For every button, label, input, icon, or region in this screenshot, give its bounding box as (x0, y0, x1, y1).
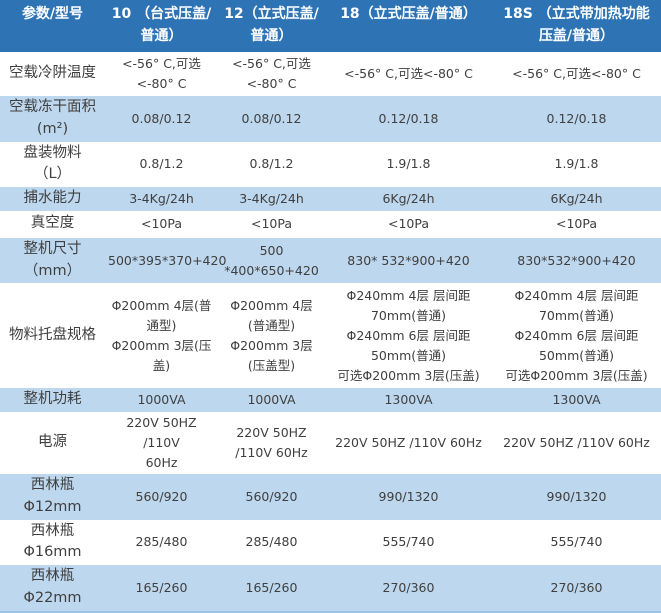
table-row: 物料托盘规格 Φ200mm 4层(普通型) Φ200mm 3层(压盖) Φ200mm… (0, 283, 661, 389)
cell: 165/260 (245, 579, 298, 595)
row-label: 盘装物料 （L） (23, 144, 82, 183)
cell: Φ240mm 4层 层间距 70mm(普通) Φ240mm 6层 层间距 50m… (505, 287, 648, 383)
cell: 3-4Kg/24h (239, 190, 304, 206)
row-label: 物料托盘规格 (9, 326, 96, 343)
header-cell-3: 18（立式压盖/普通） (325, 0, 492, 52)
cell: 555/740 (382, 534, 435, 550)
table-row: 西林瓶 Φ16mm 285/480 285/480 555/740 555/740 (0, 519, 661, 565)
table-row: 整机功耗 1000VA 1000VA 1300VA 1300VA (0, 388, 661, 412)
cell: 0.8/1.2 (139, 156, 184, 172)
cell: 1000VA (247, 392, 296, 408)
cell: 990/1320 (546, 488, 607, 504)
spec-table-header: 参数/型号 10 （台式压盖/普通） 12（立式压盖/普通） 18（立式压盖/普通） 1… (0, 0, 661, 52)
cell: 6Kg/24h (382, 190, 435, 206)
cell: 1000VA (137, 392, 186, 408)
spec-table-body: 空载冷阱温度 <-56° C,可选 <-80° C <-56° C,可选 <-80°… (0, 52, 661, 612)
cell: 0.8/1.2 (249, 156, 294, 172)
cell: Φ200mm 4层(普通型) Φ200mm 3层(压盖) (111, 297, 212, 373)
row-label: 西林瓶 Φ16mm (23, 522, 82, 561)
cell: 3-4Kg/24h (129, 190, 194, 206)
cell: 1300VA (384, 392, 433, 408)
cell: 1.9/1.8 (554, 156, 599, 172)
header-cell-0: 参数/型号 (0, 0, 105, 52)
header-row: 参数/型号 10 （台式压盖/普通） 12（立式压盖/普通） 18（立式压盖/普通） 1… (0, 0, 661, 52)
table-row: 空载冻干面积 (m²) 0.08/0.12 0.08/0.12 0.12/0.18 0.… (0, 96, 661, 142)
header-cell-4: 18S （立式带加热功能 压盖/普通） (492, 0, 661, 52)
cell: 220V 50HZ /110V 60Hz (235, 425, 308, 460)
table-row: 西林瓶 Φ22mm 165/260 165/260 270/360 270/360 (0, 565, 661, 612)
cell: 165/260 (135, 579, 188, 595)
row-label: 捕水能力 (23, 190, 82, 206)
table-row: 盘装物料 （L） 0.8/1.2 0.8/1.2 1.9/1.8 1.9/1.8 (0, 141, 661, 187)
cell: 560/920 (245, 488, 298, 504)
cell: 0.08/0.12 (241, 110, 302, 126)
header-cell-1: 10 （台式压盖/普通） (105, 0, 218, 52)
cell: 500 *400*650+420 (224, 242, 319, 278)
row-label: 空载冷阱温度 (9, 65, 96, 82)
cell: 6Kg/24h (550, 190, 603, 206)
cell: 270/360 (382, 579, 435, 595)
cell: 220V 50HZ /110V 60Hz (503, 435, 650, 450)
cell: 0.12/0.18 (546, 110, 607, 126)
cell: 990/1320 (378, 488, 439, 504)
cell: Φ200mm 4层 (普通型) Φ200mm 3层 (压盖型) (230, 297, 313, 373)
row-label: 整机尺寸 （mm） (23, 240, 82, 279)
cell: 285/480 (245, 534, 298, 550)
cell: 830*532*900+420 (517, 252, 636, 268)
cell: 0.12/0.18 (378, 110, 439, 126)
row-label: 空载冻干面积 (m²) (9, 99, 96, 137)
cell: 555/740 (550, 534, 603, 550)
cell: <10Pa (250, 216, 292, 232)
table-row: 西林瓶 Φ12mm 560/920 560/920 990/1320 990/1320 (0, 474, 661, 520)
header-cell-2: 12（立式压盖/普通） (218, 0, 325, 52)
table-row: 捕水能力 3-4Kg/24h 3-4Kg/24h 6Kg/24h 6Kg/24h (0, 187, 661, 211)
table-row: 空载冷阱温度 <-56° C,可选 <-80° C <-56° C,可选 <-80°… (0, 52, 661, 96)
cell: <-56° C,可选<-80° C (344, 66, 473, 81)
table-row: 真空度 <10Pa <10Pa <10Pa <10Pa (0, 210, 661, 238)
table-row: 电源 220V 50HZ /110V 60Hz 220V 50HZ /110V 60… (0, 412, 661, 474)
cell: <10Pa (555, 216, 597, 232)
row-label: 真空度 (30, 215, 75, 232)
row-label: 电源 (38, 434, 67, 451)
cell: 285/480 (135, 534, 188, 550)
cell: 1300VA (552, 392, 601, 408)
cell: 270/360 (550, 579, 603, 595)
row-label: 西林瓶 Φ22mm (23, 568, 82, 606)
cell: <-56° C,可选 <-80° C (122, 56, 201, 91)
table-row: 整机尺寸 （mm） 500*395*370+420 500 *400*650+420… (0, 237, 661, 284)
cell: 1.9/1.8 (386, 156, 431, 172)
cell: 500*395*370+420 (108, 252, 227, 268)
cell: <-56° C,可选<-80° C (512, 66, 641, 81)
cell: 830* 532*900+420 (347, 252, 470, 268)
cell: <10Pa (387, 216, 429, 232)
cell: 560/920 (135, 488, 188, 504)
cell: 220V 50HZ /110V 60Hz (335, 435, 482, 450)
cell: <-56° C,可选 <-80° C (232, 56, 311, 91)
cell: 0.08/0.12 (131, 110, 192, 126)
cell: 220V 50HZ /110V 60Hz (126, 415, 197, 470)
cell: <10Pa (140, 216, 182, 232)
cell: Φ240mm 4层 层间距 70mm(普通) Φ240mm 6层 层间距 50m… (337, 287, 480, 383)
row-label: 整机功耗 (23, 391, 82, 408)
row-label: 西林瓶 Φ12mm (23, 477, 82, 515)
